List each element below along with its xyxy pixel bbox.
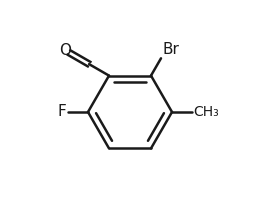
Text: CH₃: CH₃ — [194, 105, 219, 119]
Text: F: F — [58, 104, 66, 119]
Text: Br: Br — [162, 42, 179, 57]
Text: O: O — [59, 43, 71, 58]
